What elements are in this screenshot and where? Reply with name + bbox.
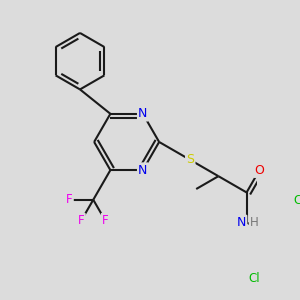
Text: F: F	[66, 193, 73, 206]
Text: Cl: Cl	[248, 272, 260, 285]
Text: O: O	[254, 164, 264, 177]
Text: N: N	[237, 216, 246, 229]
Text: F: F	[102, 214, 109, 227]
Text: N: N	[138, 107, 148, 120]
Text: F: F	[78, 214, 85, 227]
Text: S: S	[186, 153, 194, 167]
Text: H: H	[250, 216, 259, 229]
Text: Cl: Cl	[293, 194, 300, 207]
Text: N: N	[138, 164, 148, 177]
